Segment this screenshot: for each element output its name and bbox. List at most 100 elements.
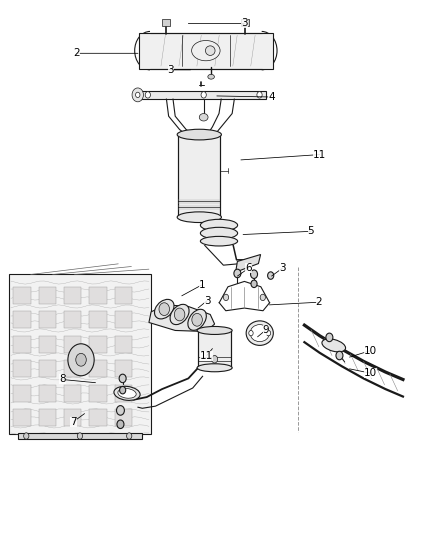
Circle shape [201,92,206,98]
Text: 3: 3 [241,19,248,28]
Ellipse shape [199,114,208,121]
Bar [89,409,107,426]
Ellipse shape [208,74,214,79]
Bar [89,311,107,328]
Bar [39,311,56,328]
Ellipse shape [200,227,237,239]
Ellipse shape [250,325,269,342]
Text: 11: 11 [200,351,213,360]
Circle shape [266,330,271,336]
Circle shape [260,294,265,301]
Polygon shape [198,330,231,368]
Bar [9,274,151,434]
Ellipse shape [188,309,206,330]
Bar [13,385,31,402]
Bar [39,336,56,353]
Circle shape [117,406,124,415]
Bar [18,433,142,439]
Bar [39,409,56,426]
Ellipse shape [177,130,222,140]
Ellipse shape [170,304,189,325]
Bar [39,287,56,304]
Text: 7: 7 [70,417,77,426]
Circle shape [120,386,126,394]
Bar [162,19,170,26]
Circle shape [77,433,82,439]
Ellipse shape [205,46,215,55]
Circle shape [24,433,29,439]
Text: 9: 9 [262,325,269,335]
Circle shape [257,92,262,98]
Bar [115,311,132,328]
Polygon shape [179,134,220,217]
Ellipse shape [191,41,220,61]
Bar [89,287,107,304]
Bar [115,385,132,402]
Text: 6: 6 [245,263,252,273]
Circle shape [212,356,218,363]
Bar [64,287,81,304]
Bar [141,91,266,99]
Text: 3: 3 [204,296,211,305]
Circle shape [119,374,126,383]
Ellipse shape [200,237,237,246]
Circle shape [68,344,94,376]
Bar [115,287,132,304]
Bar [13,311,31,328]
Text: 5: 5 [307,227,314,236]
Circle shape [326,333,333,342]
Bar [39,360,56,377]
Bar [13,409,31,426]
Circle shape [159,303,170,316]
Bar [64,311,81,328]
Bar [89,336,107,353]
Text: 4: 4 [268,92,275,102]
Text: 10: 10 [364,346,377,356]
Circle shape [223,294,229,301]
Circle shape [117,420,124,429]
Circle shape [251,280,257,288]
Text: 3: 3 [279,263,286,273]
Ellipse shape [114,386,140,400]
Text: 2: 2 [315,297,322,307]
Bar [115,409,132,426]
Ellipse shape [197,364,232,372]
Circle shape [132,88,143,102]
Polygon shape [236,254,261,272]
Bar [115,336,132,353]
Text: 2: 2 [73,49,80,58]
Bar [39,385,56,402]
Circle shape [268,272,274,279]
Circle shape [336,351,343,360]
Bar [13,287,31,304]
Text: 8: 8 [59,375,66,384]
Text: 1: 1 [199,280,206,289]
Circle shape [136,92,140,98]
Bar [115,360,132,377]
Circle shape [76,353,86,366]
Circle shape [145,92,151,98]
Ellipse shape [200,220,237,231]
Bar [89,360,107,377]
Bar [64,409,81,426]
Bar [64,360,81,377]
Bar [13,336,31,353]
Circle shape [234,269,241,278]
Ellipse shape [177,212,222,223]
Circle shape [127,433,132,439]
Polygon shape [149,305,215,332]
Ellipse shape [118,389,136,398]
Text: 11: 11 [313,150,326,159]
Bar [64,385,81,402]
Circle shape [249,330,253,336]
Circle shape [251,270,258,279]
Ellipse shape [246,321,273,345]
Bar [13,360,31,377]
Ellipse shape [322,339,346,352]
Ellipse shape [197,326,232,335]
Circle shape [192,313,202,326]
Text: 3: 3 [167,65,174,75]
Text: 10: 10 [364,368,377,378]
Bar [89,385,107,402]
Bar [241,19,249,26]
